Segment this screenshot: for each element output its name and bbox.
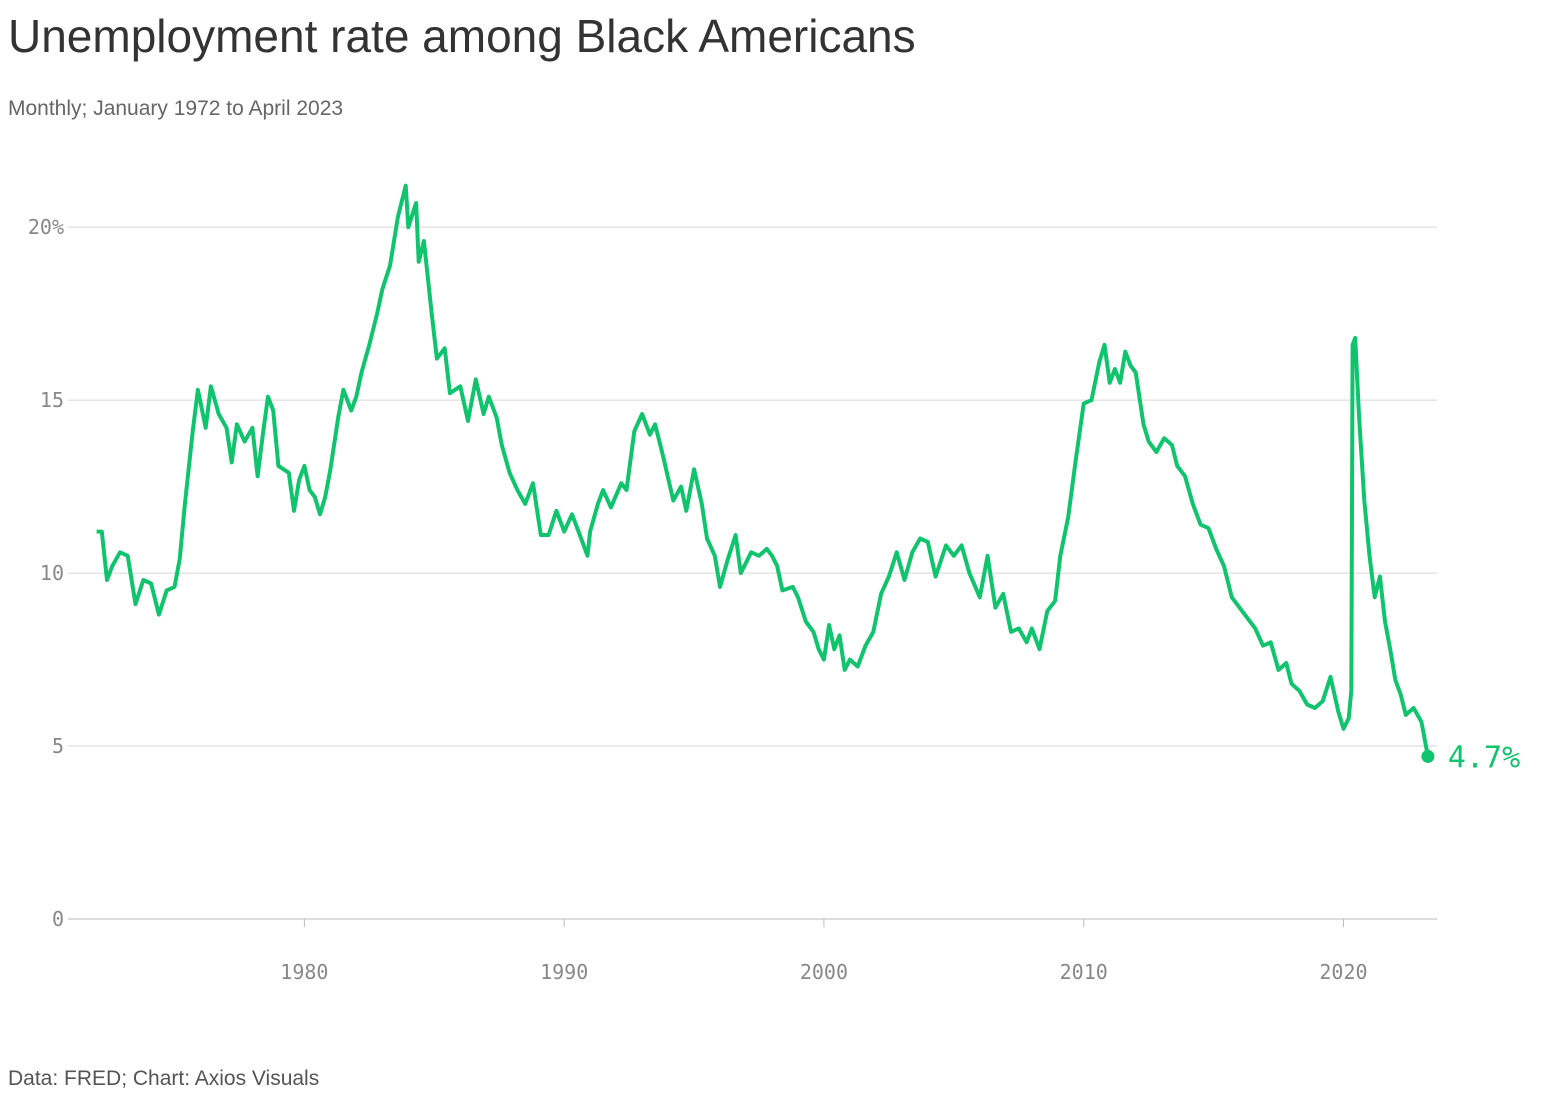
y-tick-label: 10 [40, 561, 64, 585]
data-line [96, 183, 1430, 757]
x-tick-label: 1980 [280, 960, 328, 984]
y-tick-label: 5 [52, 734, 64, 758]
end-point [1421, 749, 1435, 763]
y-tick-label: 0 [52, 907, 64, 931]
y-tick-label: 20% [28, 215, 64, 239]
x-tick-label: 2010 [1060, 960, 1108, 984]
x-tick-label: 2000 [800, 960, 848, 984]
source-note: Data: FRED; Chart: Axios Visuals [8, 1067, 319, 1090]
y-tick-label: 15 [40, 388, 64, 412]
x-tick-label: 1990 [540, 960, 588, 984]
chart-subtitle: Monthly; January 1972 to April 2023 [8, 97, 343, 120]
end-label: 4.7% [1448, 740, 1520, 775]
chart-title: Unemployment rate among Black Americans [8, 10, 916, 62]
x-tick-label: 2020 [1319, 960, 1367, 984]
